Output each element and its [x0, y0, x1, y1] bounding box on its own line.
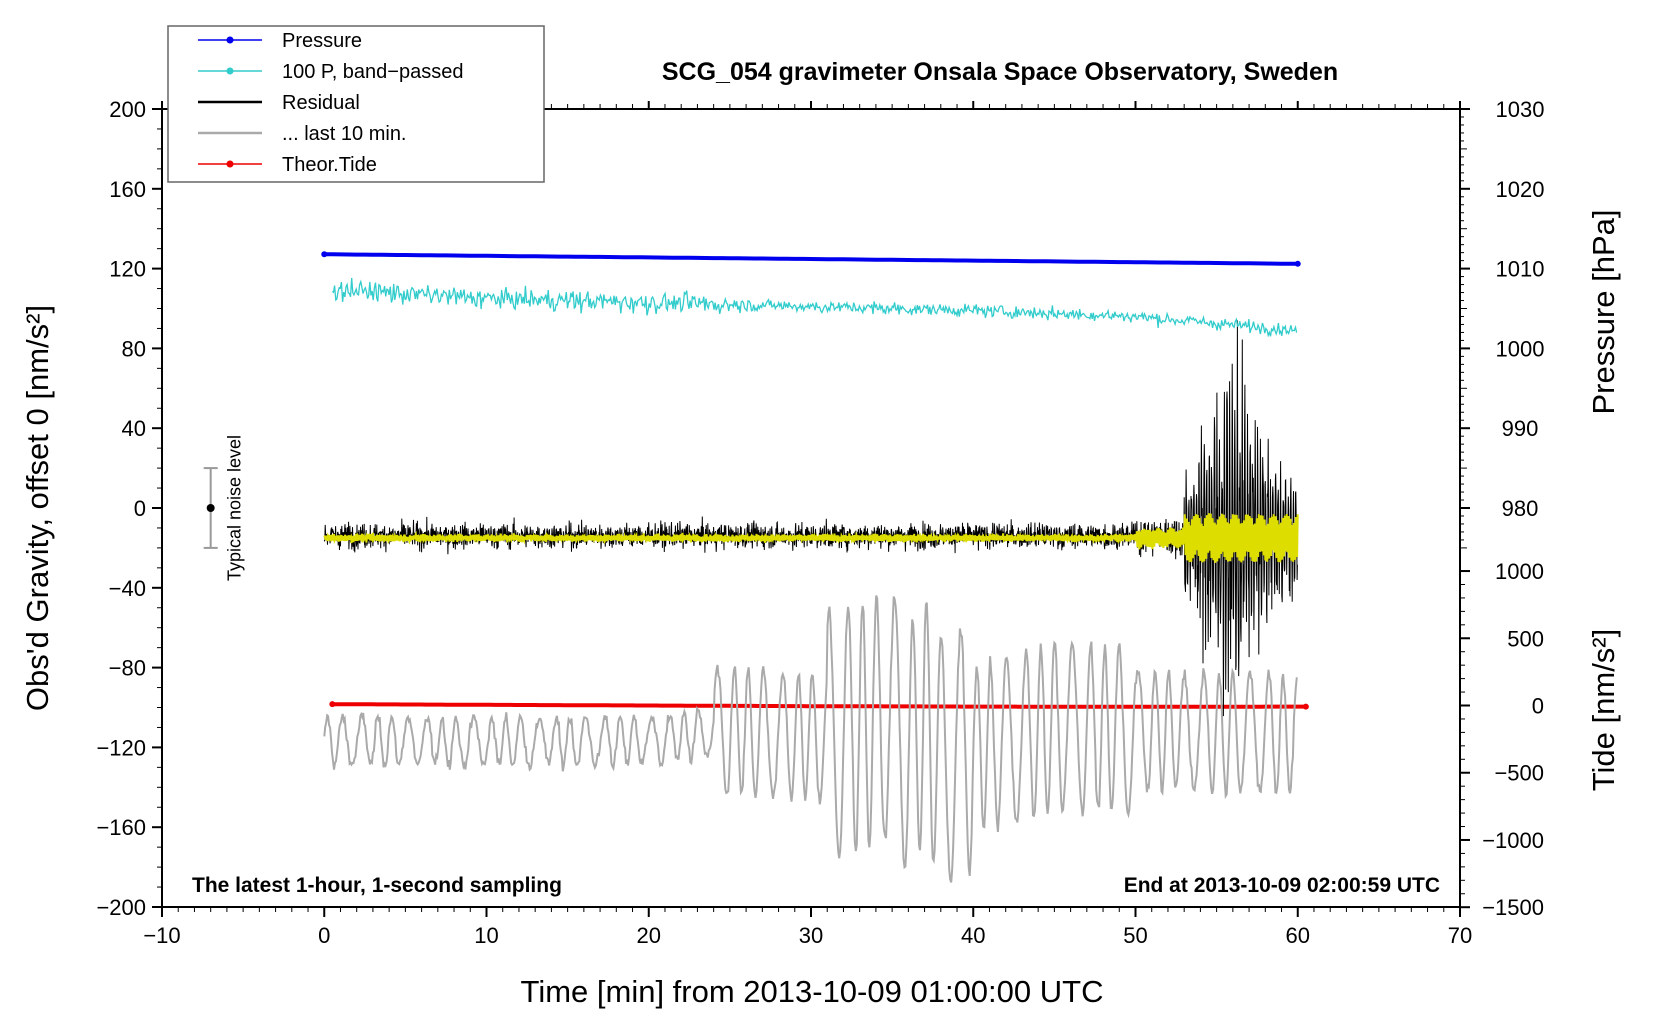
x-tick-label: −10 [143, 923, 180, 948]
noise-bar-label: Typical noise level [225, 435, 245, 581]
tide-tick-label: −1500 [1482, 895, 1544, 920]
y-axis-pressure-title: Pressure [hPa] [1586, 209, 1621, 414]
y-left-tick-label: 0 [134, 496, 146, 521]
series-last-10-min [323, 595, 1298, 883]
y-left-tick-label: 80 [122, 336, 146, 361]
legend: Pressure 100 P, band−passed Residual ... la… [167, 25, 545, 183]
noise-bar-center [206, 504, 215, 512]
pressure-tick-label: 1000 [1496, 336, 1545, 361]
legend-marker [226, 36, 234, 44]
tide-endpoint-marker [329, 701, 336, 708]
y-left-tick-label: 200 [109, 97, 146, 122]
x-tick-label: 0 [318, 923, 330, 948]
legend-label: ... last 10 min. [282, 123, 407, 145]
legend-label: Pressure [282, 30, 362, 52]
pressure-tick-label: 990 [1502, 416, 1539, 441]
series-residual [323, 320, 1298, 717]
chart-title: SCG_054 gravimeter Onsala Space Observat… [662, 58, 1338, 86]
legend-marker [226, 67, 234, 75]
tide-tick-label: −1000 [1482, 828, 1544, 853]
pressure-endpoint-marker [1294, 260, 1301, 267]
legend-label: Theor.Tide [282, 154, 377, 176]
tide-tick-label: 500 [1507, 626, 1544, 651]
pressure-endpoint-marker [321, 251, 328, 258]
x-tick-label: 30 [799, 923, 823, 948]
x-axis: −10 0 10 20 30 40 50 60 70 [143, 101, 1472, 948]
x-tick-label: 40 [961, 923, 985, 948]
series-pressure-bandpassed [331, 278, 1298, 338]
pressure-tick-label: 1010 [1496, 257, 1545, 282]
pressure-tick-label: 1030 [1496, 97, 1545, 122]
x-axis-title: Time [min] from 2013-10-09 01:00:00 UTC [521, 974, 1104, 1009]
y-axis-tide: 1000 500 0 −500 −1000 −1500 [1460, 559, 1544, 920]
series-pressure [324, 252, 1298, 266]
y-left-tick-label: −120 [96, 735, 146, 760]
y-axis-tide-title: Tide [nm/s²] [1586, 629, 1621, 792]
y-left-tick-label: −160 [96, 815, 146, 840]
annotation-left: The latest 1-hour, 1-second sampling [192, 874, 562, 897]
series-theoretical-tide [332, 702, 1306, 709]
legend-marker [226, 160, 234, 168]
y-left-tick-label: −80 [109, 656, 146, 681]
series-residual-smoothed [323, 513, 1299, 563]
y-left-tick-label: −40 [109, 576, 146, 601]
pressure-tick-label: 980 [1502, 496, 1539, 521]
legend-label: 100 P, band−passed [282, 61, 463, 83]
x-tick-label: 50 [1123, 923, 1147, 948]
noise-bar: Typical noise level [203, 435, 245, 581]
y-left-tick-label: −200 [96, 895, 146, 920]
tide-tick-label: 0 [1532, 694, 1544, 719]
tide-endpoint-marker [1302, 703, 1309, 710]
legend-box [167, 25, 545, 183]
x-tick-label: 20 [637, 923, 661, 948]
x-tick-label: 70 [1448, 923, 1472, 948]
series-group [321, 251, 1309, 883]
y-axis-pressure: 1030 1020 1010 1000 990 980 [1460, 97, 1545, 549]
pressure-tick-label: 1020 [1496, 177, 1545, 202]
x-tick-label: 60 [1286, 923, 1310, 948]
tide-tick-label: −500 [1494, 761, 1544, 786]
y-axis-left-title: Obs'd Gravity, offset 0 [nm/s²] [20, 305, 55, 711]
annotation-right: End at 2013-10-09 02:00:59 UTC [1124, 874, 1440, 897]
x-tick-label: 10 [474, 923, 498, 948]
legend-label: Residual [282, 92, 360, 114]
tide-tick-label: 1000 [1495, 559, 1544, 584]
y-axis-left: 200 160 120 80 40 0 −40 −80 −120 −160 −200 [96, 97, 162, 920]
y-left-tick-label: 120 [109, 257, 146, 282]
y-left-tick-label: 160 [109, 177, 146, 202]
y-left-tick-label: 40 [122, 416, 146, 441]
